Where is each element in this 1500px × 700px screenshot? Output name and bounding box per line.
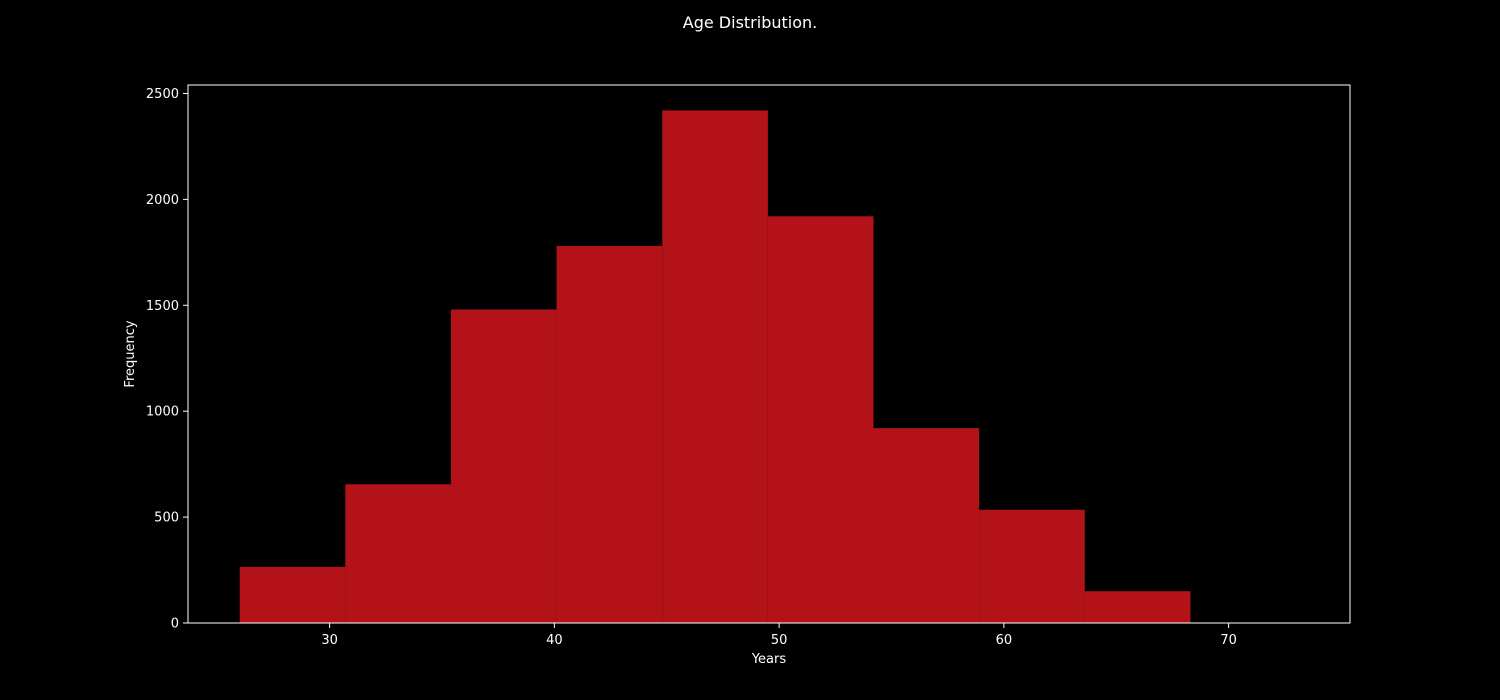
histogram-bar — [556, 245, 663, 623]
y-axis-ticks: 0 500 1000 1500 2000 2500 — [146, 87, 188, 632]
histogram-bar — [767, 216, 874, 624]
x-tick-label: 50 — [771, 633, 788, 648]
y-tick-label: 2500 — [146, 87, 179, 102]
histogram-bar — [239, 566, 346, 623]
y-tick-label: 500 — [154, 511, 179, 526]
histogram-bar — [662, 110, 768, 624]
x-tick-label: 40 — [546, 633, 563, 648]
chart-title: Age Distribution. — [683, 13, 817, 32]
plot-frame — [187, 84, 1351, 624]
y-tick-label: 2000 — [146, 193, 179, 208]
y-tick-label: 1000 — [146, 405, 179, 420]
bars-layer — [239, 110, 1191, 624]
histogram-bar — [450, 309, 557, 623]
x-axis-ticks: 30 40 50 60 70 — [321, 623, 1237, 648]
y-tick-label: 0 — [171, 617, 179, 632]
x-axis-label: Years — [751, 652, 787, 667]
histogram-bar — [345, 484, 451, 623]
x-tick-label: 30 — [321, 633, 338, 648]
histogram-bar — [873, 428, 980, 623]
x-tick-label: 70 — [1220, 633, 1237, 648]
y-tick-label: 1500 — [146, 299, 179, 314]
histogram-bar — [1084, 591, 1191, 623]
y-axis-label: Frequency — [123, 320, 138, 387]
x-tick-label: 60 — [996, 633, 1013, 648]
histogram-bar — [979, 509, 1085, 623]
